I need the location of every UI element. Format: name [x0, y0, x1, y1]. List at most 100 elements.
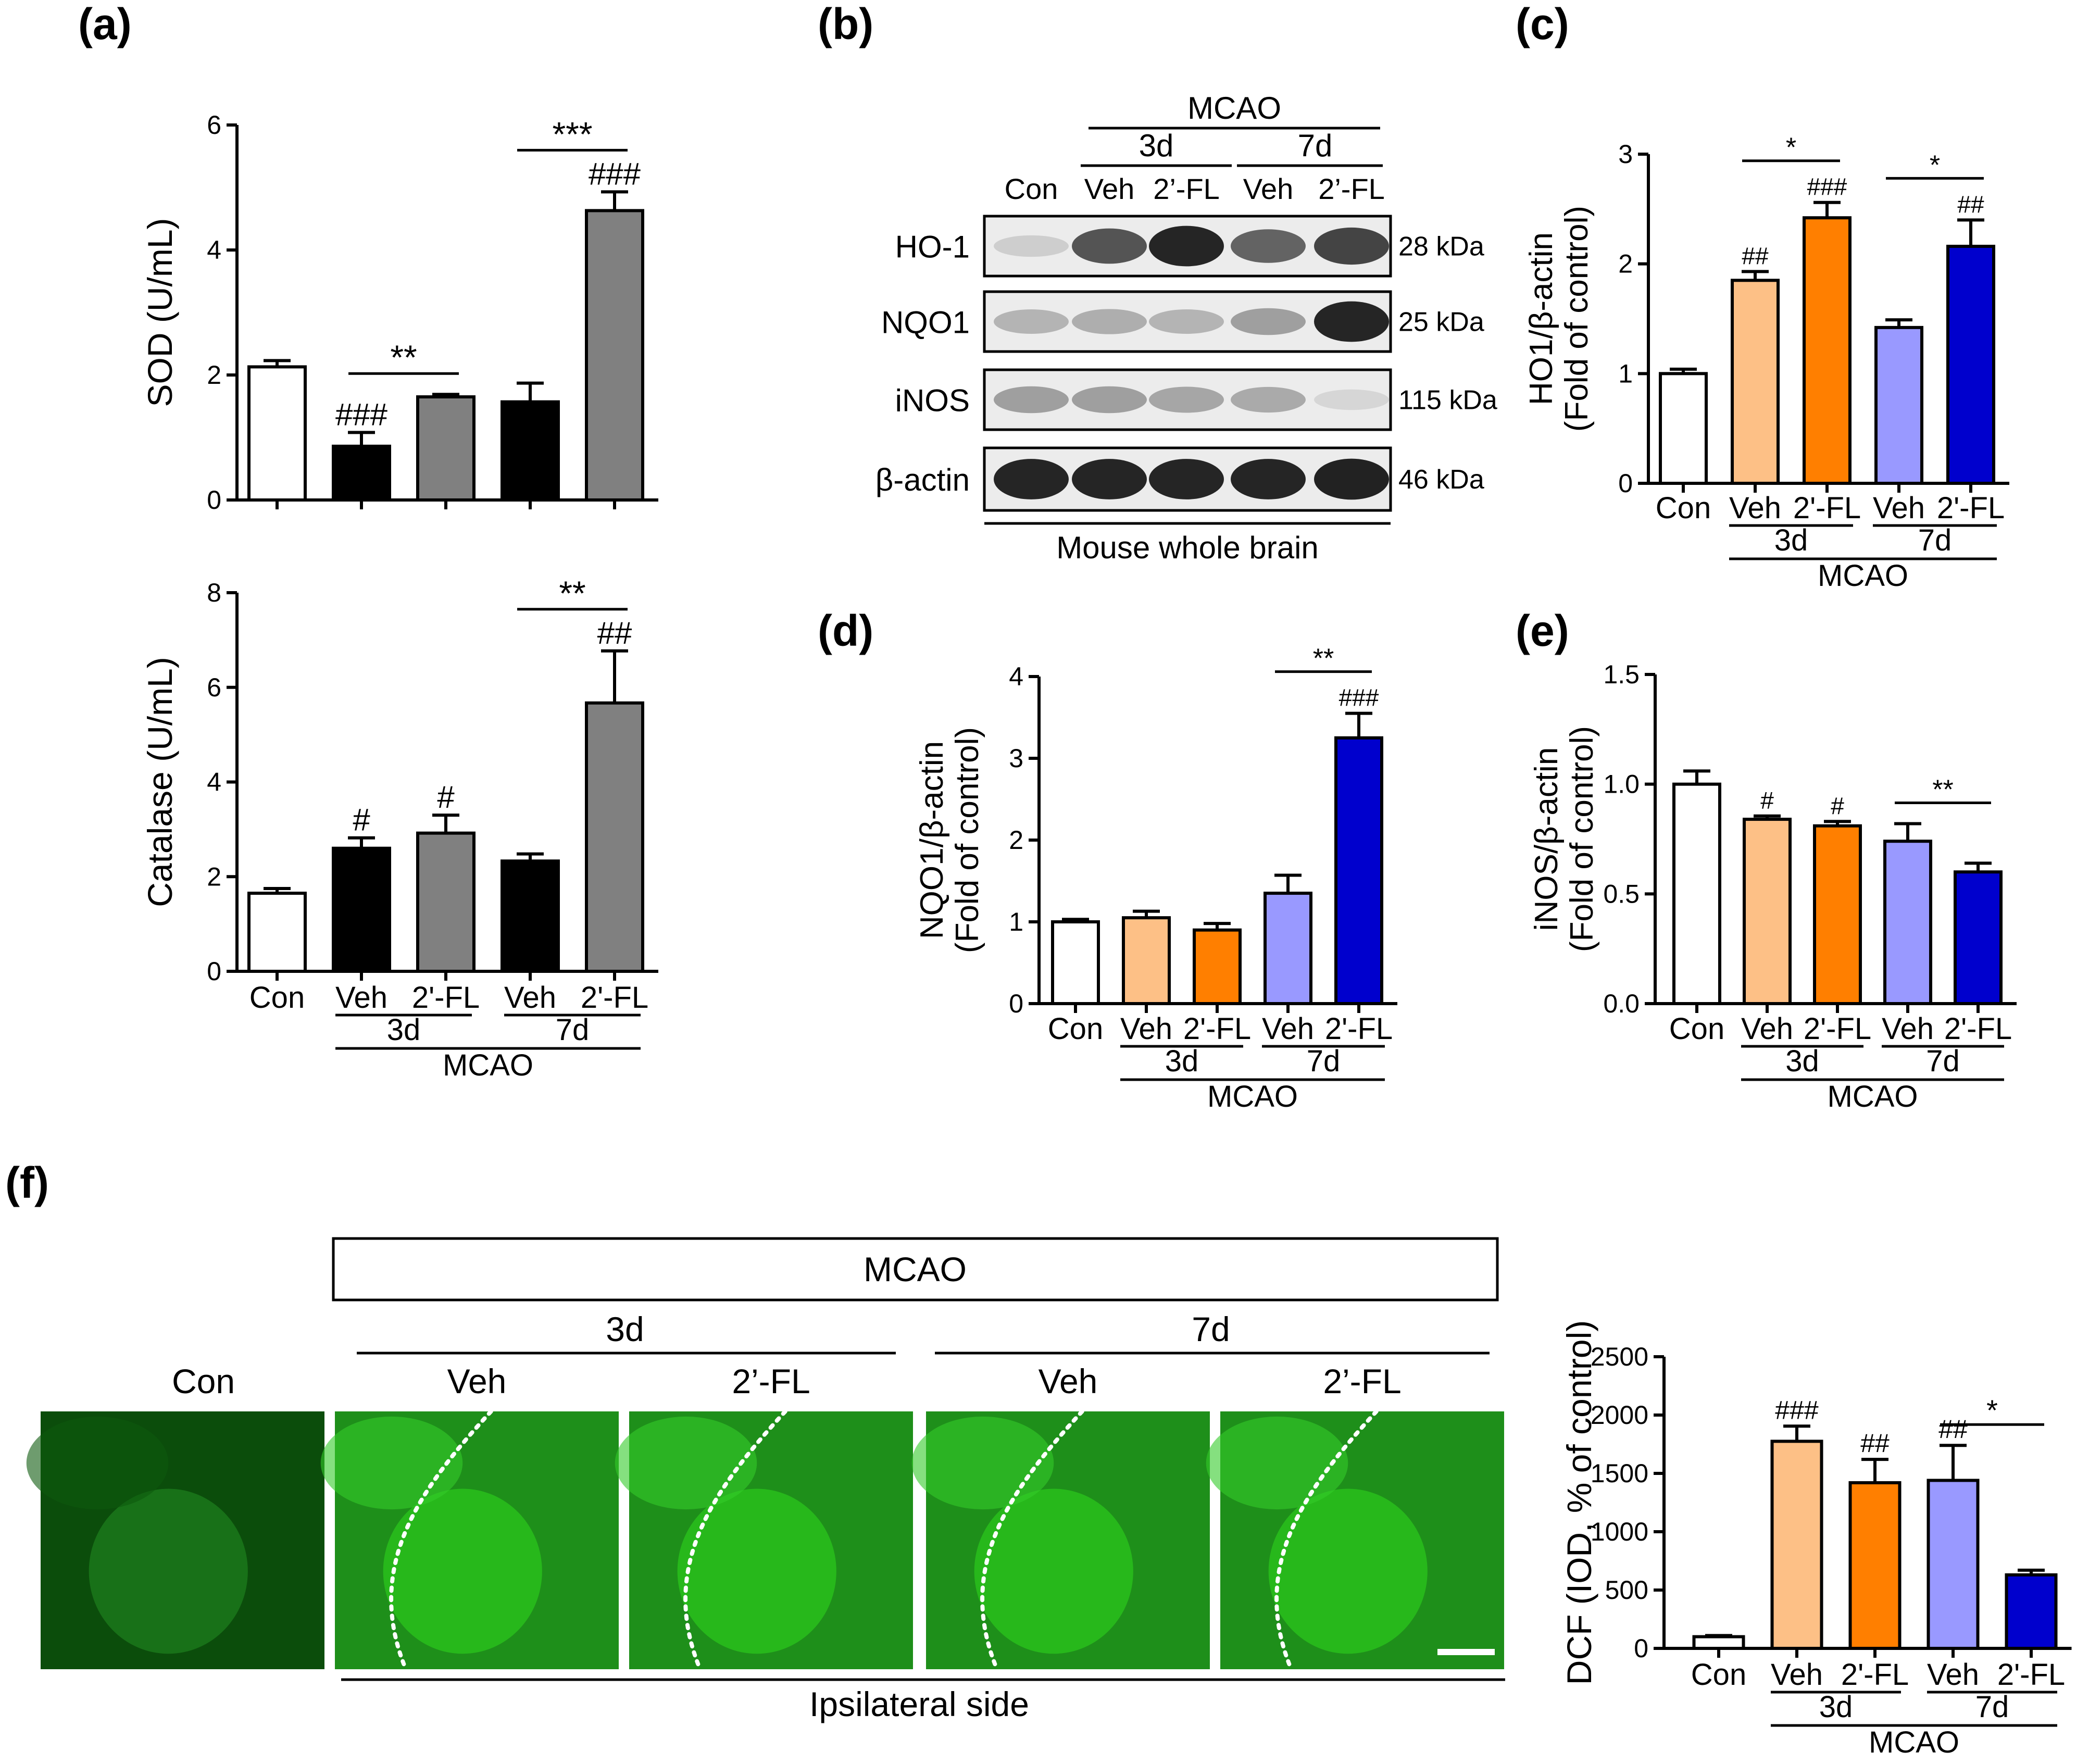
striatum-region — [89, 1488, 248, 1654]
x-label-2fl: 2'-FL — [1841, 1658, 1909, 1692]
blot-band — [994, 459, 1069, 499]
bar — [501, 400, 560, 502]
cortex-region — [615, 1416, 757, 1510]
x-label-2fl: 2'-FL — [1325, 1012, 1393, 1046]
group-label-3d: 3d — [1165, 1044, 1199, 1078]
blot-band — [1072, 386, 1147, 414]
blot-band — [1231, 308, 1306, 335]
significance-stars: *** — [552, 115, 592, 153]
y-tick-label: 0 — [1634, 1634, 1648, 1663]
blot-band — [994, 235, 1069, 257]
significance-hash: ### — [1775, 1395, 1819, 1424]
bar — [247, 892, 307, 973]
bar — [416, 395, 476, 502]
y-tick-label: 500 — [1605, 1575, 1648, 1605]
y-tick-label: 8 — [207, 578, 221, 607]
fluor-mcao-header: MCAO — [864, 1250, 967, 1288]
blot-kda-label: 25 kDa — [1398, 307, 1484, 337]
y-tick-label: 0.0 — [1603, 989, 1640, 1018]
striatum-region — [677, 1488, 836, 1654]
group-label-7d: 7d — [556, 1013, 590, 1047]
x-label-con: Con — [1669, 1012, 1724, 1046]
group-label-mcao: MCAO — [1207, 1080, 1298, 1114]
group-label-3d: 3d — [1774, 523, 1808, 557]
blot-band — [1314, 301, 1389, 342]
bar — [1954, 870, 2003, 1005]
significance-hash: # — [353, 803, 370, 837]
bar — [1803, 216, 1852, 485]
panel-label-f: (f) — [5, 1158, 49, 1207]
x-label-2fl: 2'-FL — [1183, 1012, 1251, 1046]
x-label-2fl: 2'-FL — [581, 981, 648, 1015]
group-label-7d: 7d — [1975, 1690, 2009, 1724]
group-label-7d: 7d — [1307, 1044, 1341, 1078]
fluor-column-label: Con — [172, 1362, 235, 1400]
x-label-2fl: 2'-FL — [1804, 1012, 1871, 1046]
cortex-region — [1206, 1416, 1348, 1510]
y-tick-label: 2 — [1009, 825, 1023, 855]
bar — [1692, 1635, 1745, 1650]
bar — [1883, 840, 1932, 1006]
y-tick-label: 1 — [1009, 907, 1023, 936]
group-label-7d: 7d — [1918, 523, 1952, 557]
blot-3d-header: 3d — [1139, 128, 1174, 163]
blot-kda-label: 46 kDa — [1398, 465, 1484, 495]
western-blot: MCAO 3d 7d Con Veh 2’-FL Veh 2’-FL HO-1 28 kD… — [875, 91, 1497, 565]
y-tick-label: 4 — [1009, 662, 1023, 691]
infarct-border — [1274, 1409, 1379, 1671]
bar — [585, 701, 644, 973]
y-tick-label: 0 — [1618, 469, 1633, 498]
x-label-2fl: 2'-FL — [1793, 491, 1861, 525]
x-label-veh: Veh — [1771, 1658, 1823, 1692]
group-label-mcao: MCAO — [1869, 1725, 1959, 1759]
x-label-con: Con — [1048, 1012, 1103, 1046]
cortex-region — [26, 1416, 169, 1510]
significance-hash: ### — [1339, 684, 1379, 711]
x-label-veh: Veh — [504, 981, 556, 1015]
blot-kda-label: 28 kDa — [1398, 232, 1484, 262]
y-axis-label: iNOS/β-actin — [1529, 747, 1565, 931]
infarct-border — [389, 1409, 493, 1671]
x-label-2fl: 2'-FL — [412, 981, 480, 1015]
nqo1-chart: 0 1 2 3 4 NQO1/β-actin (Fold of control) ###** C… — [914, 644, 1397, 1114]
x-label-con: Con — [1656, 491, 1711, 525]
bar — [501, 859, 560, 973]
x-label-veh: Veh — [1729, 491, 1781, 525]
blot-band — [1149, 226, 1224, 267]
significance-stars: * — [1786, 133, 1796, 163]
blot-footer: Mouse whole brain — [1056, 530, 1319, 565]
panel-label-e: (e) — [1516, 606, 1569, 655]
x-label-veh: Veh — [1873, 491, 1925, 525]
bar — [1874, 326, 1923, 485]
significance-hash: ## — [1957, 191, 1984, 218]
y-axis-label-line2: (Fold of control) — [1564, 726, 1600, 952]
blot-mcao-header: MCAO — [1187, 91, 1281, 126]
bar — [1659, 372, 1708, 485]
significance-hash: ## — [1742, 242, 1769, 269]
blot-band — [1231, 459, 1306, 499]
y-tick-label: 3 — [1618, 140, 1633, 169]
y-tick-label: 0 — [1009, 989, 1023, 1018]
bar — [1051, 920, 1100, 1005]
bar — [247, 365, 307, 502]
panel-label-a: (a) — [78, 0, 132, 48]
striatum-region — [383, 1488, 542, 1654]
blot-band — [1314, 389, 1389, 410]
blot-band — [1231, 229, 1306, 263]
blot-protein-label: β-actin — [875, 462, 970, 497]
bar — [1193, 928, 1242, 1005]
blot-band — [1072, 309, 1147, 334]
bar — [2005, 1573, 2058, 1650]
y-axis-label-line2: (Fold of control) — [949, 727, 985, 953]
bar — [332, 444, 391, 502]
blot-band — [994, 309, 1069, 334]
blot-protein-label: NQO1 — [881, 305, 970, 340]
fluor-3d-header: 3d — [606, 1310, 644, 1348]
inos-chart: 0.0 0.5 1.0 1.5 iNOS/β-actin (Fold of control… — [1529, 660, 2017, 1114]
bar — [1731, 279, 1780, 485]
blot-lane-label: 2’-FL — [1153, 172, 1220, 205]
infarct-border — [980, 1409, 1084, 1671]
y-tick-label: 0 — [207, 485, 221, 515]
